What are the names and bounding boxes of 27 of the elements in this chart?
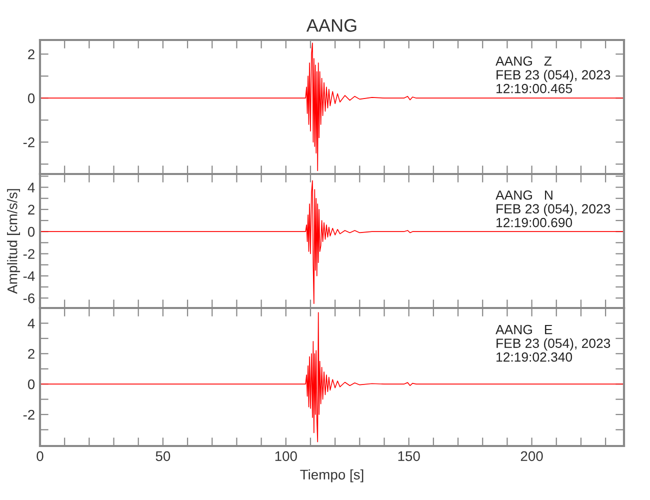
- line-series: [40, 180, 624, 304]
- y-tick-label: -2: [23, 410, 34, 420]
- y-tick-label: -4: [23, 271, 35, 281]
- chart-title: AANG: [306, 19, 356, 32]
- y-tick-label: -2: [23, 249, 34, 259]
- y-tick-label: 2: [28, 204, 34, 214]
- x-tick-label: 0: [36, 451, 44, 462]
- y-tick-label: 2: [28, 49, 34, 60]
- y-tick-label: 2: [28, 348, 34, 359]
- annotation: AANG Z FEB 23 (054), 2023 12:19:00.465: [496, 56, 610, 94]
- line-series: [40, 312, 624, 442]
- annotation: AANG N FEB 23 (054), 2023 12:19:00.690: [496, 190, 610, 228]
- x-axis-title: Tiempo [s]: [300, 469, 364, 482]
- annotation: AANG E FEB 23 (054), 2023 12:19:02.340: [496, 324, 610, 362]
- x-tick-label: 100: [275, 451, 297, 462]
- x-tick-label: 50: [156, 451, 170, 462]
- y-tick-label: 0: [28, 226, 35, 237]
- line-series: [40, 42, 624, 172]
- y-tick-label: 0: [28, 93, 35, 104]
- y-tick-label: 4: [28, 318, 35, 328]
- y-axis-title: Amplitud [cm/s/s]: [7, 189, 20, 294]
- y-tick-label: 4: [28, 182, 35, 192]
- y-tick-label: -2: [23, 137, 34, 148]
- y-tick-label: 0: [28, 379, 35, 390]
- x-tick-label: 200: [520, 451, 543, 462]
- x-tick-label: 150: [398, 451, 420, 462]
- y-tick-label: -6: [23, 293, 35, 304]
